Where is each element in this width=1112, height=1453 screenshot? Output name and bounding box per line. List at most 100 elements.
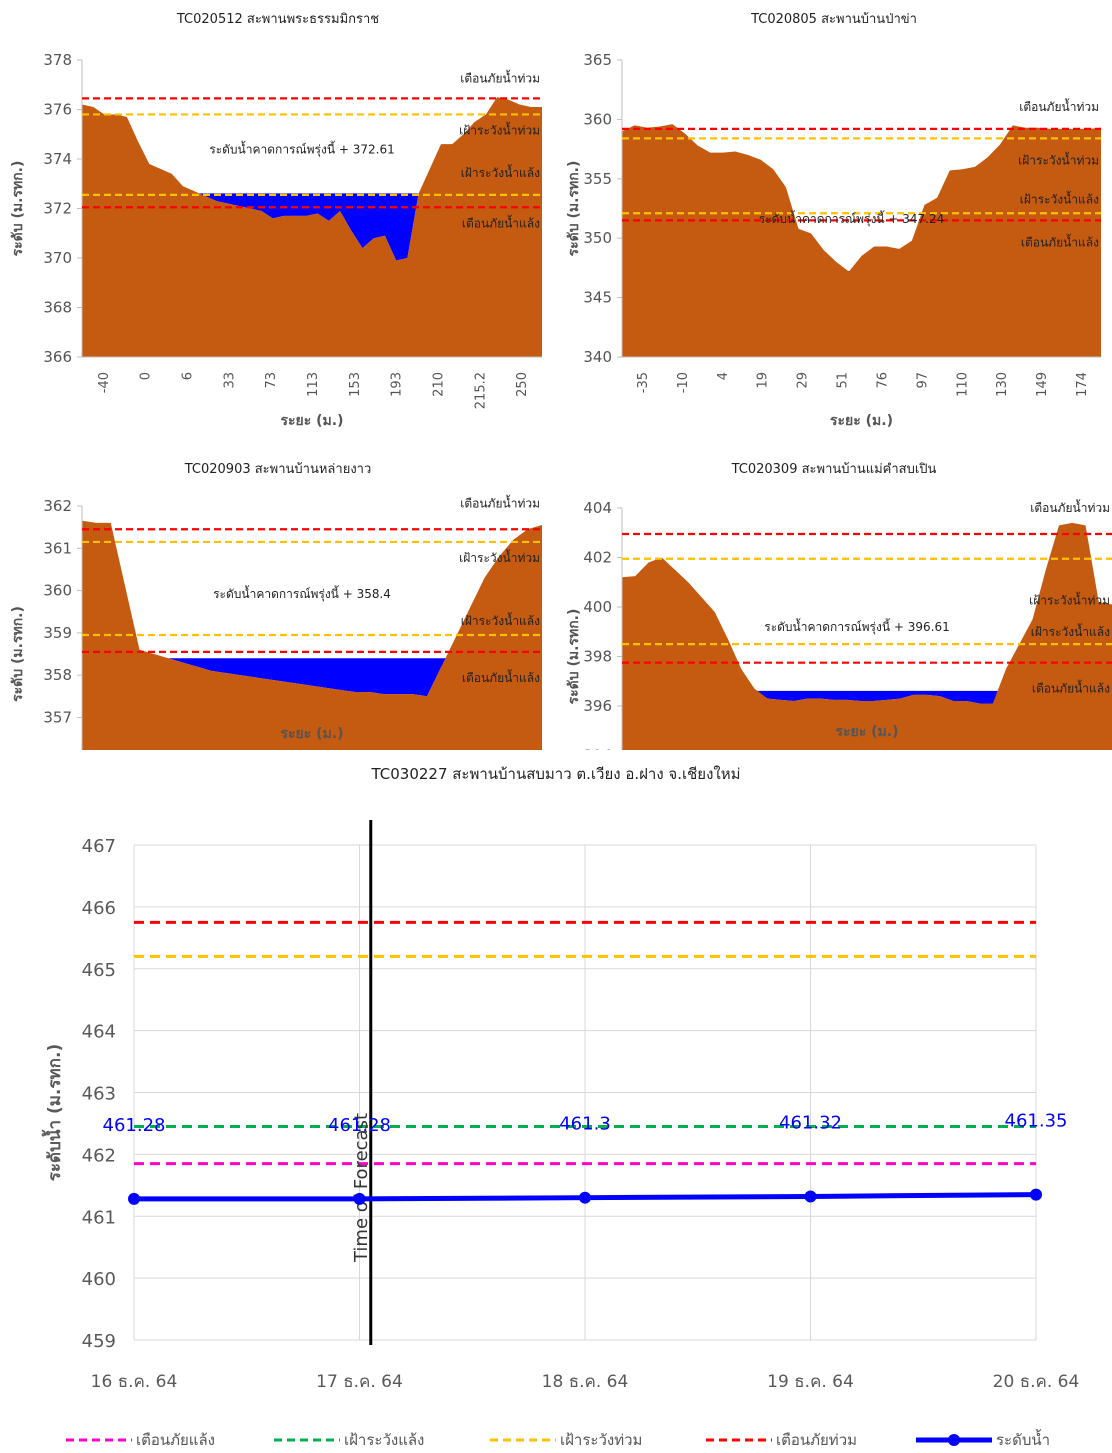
drought-watch-label: เฝ้าระวังน้ำแล้ง bbox=[1031, 623, 1110, 639]
x-tick-label: 174 bbox=[1075, 372, 1090, 397]
flood-warning-label: เตือนภัยน้ำท่วม bbox=[1030, 499, 1110, 515]
forecast-marker-label: Time of Forecast bbox=[351, 1113, 372, 1263]
legend-item-drought-watch: เฝ้าระวังแล้ง bbox=[274, 1428, 424, 1452]
x-tick-label: 51 bbox=[836, 372, 851, 389]
x-tick-label: 113 bbox=[306, 372, 321, 397]
y-tick-label: 396 bbox=[583, 697, 612, 715]
y-tick-label: 460 bbox=[82, 1269, 116, 1290]
water-area bbox=[754, 690, 1007, 704]
flood-watch-label: เฝ้าระวังน้ำท่วม bbox=[459, 121, 540, 137]
y-tick-label: 378 bbox=[43, 51, 72, 69]
x-tick-label: 110 bbox=[955, 372, 970, 397]
forecast-annotation: ระดับน้ำคาดการณ์พรุ่งนี้ + 358.4 bbox=[213, 585, 391, 602]
legend-item-flood-warning: เตือนภัยท่วม bbox=[706, 1428, 857, 1452]
water-level-point bbox=[1030, 1188, 1042, 1201]
drought-warning-label: เตือนภัยน้ำแล้ง bbox=[1021, 233, 1099, 249]
cross-section-chart-3: TC020903 สะพานบ้านหล่ายงาว 3553563573583… bbox=[0, 450, 556, 834]
y-tick-label: 340 bbox=[583, 348, 612, 366]
legend-swatch bbox=[706, 1438, 772, 1442]
water-level-point bbox=[128, 1192, 140, 1205]
water-level-point bbox=[353, 1192, 366, 1205]
x-tick-label: 210 bbox=[431, 372, 446, 397]
y-tick-label: 368 bbox=[43, 299, 72, 317]
y-axis-title: ระดับ (ม.รทก.) bbox=[10, 161, 26, 257]
x-tick-label: -40 bbox=[97, 372, 112, 393]
flood-warning-label: เตือนภัยน้ำท่วม bbox=[460, 69, 540, 85]
water-level-data-label: 461.28 bbox=[103, 1115, 166, 1136]
flood-warning-label: เตือนภัยน้ำท่วม bbox=[1019, 98, 1099, 114]
water-level-point bbox=[804, 1190, 817, 1203]
y-tick-label: 374 bbox=[43, 150, 72, 168]
y-tick-label: 370 bbox=[43, 249, 72, 267]
water-level-data-label: 461.3 bbox=[559, 1114, 611, 1135]
y-axis-title: ระดับน้ำ (ม.รทก.) bbox=[41, 1044, 65, 1181]
forecast-annotation: ระดับน้ำคาดการณ์พรุ่งนี้ + 372.61 bbox=[209, 140, 394, 157]
x-tick-label: 19 bbox=[756, 372, 771, 389]
y-tick-label: 400 bbox=[583, 598, 612, 616]
y-tick-label: 402 bbox=[583, 549, 612, 567]
water-area bbox=[194, 193, 430, 261]
x-tick-label: 0 bbox=[139, 372, 154, 380]
x-tick-label: 4 bbox=[716, 372, 731, 380]
cross-section-chart-1: TC020512 สะพานพระธรรมมิกราช 366 368 370 372… bbox=[0, 0, 556, 440]
x-tick-label: 6 bbox=[181, 372, 196, 380]
legend-item-flood-watch: เฝ้าระวังท่วม bbox=[490, 1428, 642, 1452]
y-tick-label: 350 bbox=[583, 229, 612, 247]
x-tick-label: 149 bbox=[1035, 372, 1050, 397]
y-tick-label: 466 bbox=[82, 898, 116, 919]
y-tick-label: 365 bbox=[583, 51, 612, 69]
x-axis-title: ระยะ (ม.) bbox=[281, 726, 344, 742]
ground-area bbox=[622, 522, 1112, 805]
drought-watch-label: เฝ้าระวังน้ำแล้ง bbox=[461, 164, 540, 180]
legend-swatch bbox=[490, 1438, 556, 1442]
y-tick-label: 461 bbox=[82, 1207, 116, 1228]
y-axis-title: ระดับ (ม.รทก.) bbox=[566, 161, 582, 257]
legend-label: เตือนภัยแล้ง bbox=[136, 1431, 215, 1449]
y-tick-label: 465 bbox=[82, 960, 116, 981]
y-tick-label: 345 bbox=[583, 289, 612, 307]
legend-label: ระดับน้ำ bbox=[996, 1431, 1051, 1449]
water-level-data-label: 461.32 bbox=[779, 1112, 842, 1133]
y-tick-label: 355 bbox=[583, 170, 612, 188]
y-tick-label: 358 bbox=[43, 666, 72, 684]
ground-area bbox=[622, 124, 1101, 357]
x-tick-label: 97 bbox=[915, 372, 930, 389]
y-tick-label: 360 bbox=[583, 110, 612, 128]
x-tick-label: 33 bbox=[222, 372, 237, 389]
water-level-timeseries-chart: TC030227 สะพานบ้านสบมาว ต.เวียง อ.ฝาง จ.… bbox=[0, 750, 1112, 1428]
x-tick-label: 193 bbox=[390, 372, 405, 397]
flood-watch-label: เฝ้าระวังน้ำท่วม bbox=[1018, 151, 1099, 167]
x-axis-title: ระยะ (ม.) bbox=[281, 413, 344, 429]
legend-item-water-level: ระดับน้ำ bbox=[916, 1428, 1050, 1452]
x-tick-label: 130 bbox=[995, 372, 1010, 397]
y-axis-title: ระดับ (ม.รทก.) bbox=[10, 606, 26, 702]
legend: เตือนภัยแล้ง เฝ้าระวังแล้ง เฝ้าระวังท่วม… bbox=[0, 1428, 1112, 1453]
cross-section-plot: 366 368 370 372 374 376 378 -40 0 6 33 73 113 153 193 2… bbox=[10, 51, 542, 429]
water-area bbox=[168, 658, 456, 697]
water-level-point bbox=[579, 1191, 591, 1204]
x-tick-label: 17 ธ.ค. 64 bbox=[316, 1372, 403, 1392]
chart-title: TC020903 สะพานบ้านหล่ายงาว bbox=[184, 462, 372, 477]
flood-watch-label: เฝ้าระวังน้ำท่วม bbox=[459, 549, 540, 565]
legend-swatch bbox=[274, 1438, 340, 1442]
forecast-annotation: ระดับน้ำคาดการณ์พรุ่งนี้ + 347.24 bbox=[759, 210, 944, 227]
legend-swatch bbox=[916, 1434, 992, 1446]
x-axis-title: ระยะ (ม.) bbox=[830, 413, 893, 429]
drought-watch-label: เฝ้าระวังน้ำแล้ง bbox=[1020, 190, 1099, 206]
cross-section-chart-2: TC020805 สะพานบ้านป่าข่า 340 345 350 355 360… bbox=[556, 0, 1112, 440]
water-level-data-label: 461.35 bbox=[1005, 1111, 1068, 1132]
x-tick-label: 20 ธ.ค. 64 bbox=[993, 1372, 1080, 1392]
drought-warning-label: เตือนภัยน้ำแล้ง bbox=[462, 214, 540, 230]
legend-label: เฝ้าระวังแล้ง bbox=[344, 1431, 425, 1449]
y-tick-label: 464 bbox=[82, 1022, 116, 1043]
timeseries-plot: 459 460 461 462 463 464 465 466 467 16 ธ.ค. 64 17 … bbox=[41, 820, 1080, 1392]
cross-section-plot: 340 345 350 355 360 365 -35 -10 4 19 29 51 76 97 110 13… bbox=[566, 51, 1101, 429]
drought-watch-label: เฝ้าระวังน้ำแล้ง bbox=[461, 612, 540, 628]
y-tick-label: 462 bbox=[82, 1145, 116, 1166]
legend-item-drought-warning: เตือนภัยแล้ง bbox=[66, 1428, 215, 1452]
x-tick-label: 16 ธ.ค. 64 bbox=[91, 1372, 178, 1392]
y-tick-label: 376 bbox=[43, 101, 72, 119]
chart-title: TC030227 สะพานบ้านสบมาว ต.เวียง อ.ฝาง จ.… bbox=[371, 765, 741, 783]
legend-swatch bbox=[66, 1438, 132, 1442]
flood-watch-label: เฝ้าระวังน้ำท่วม bbox=[1029, 592, 1110, 608]
